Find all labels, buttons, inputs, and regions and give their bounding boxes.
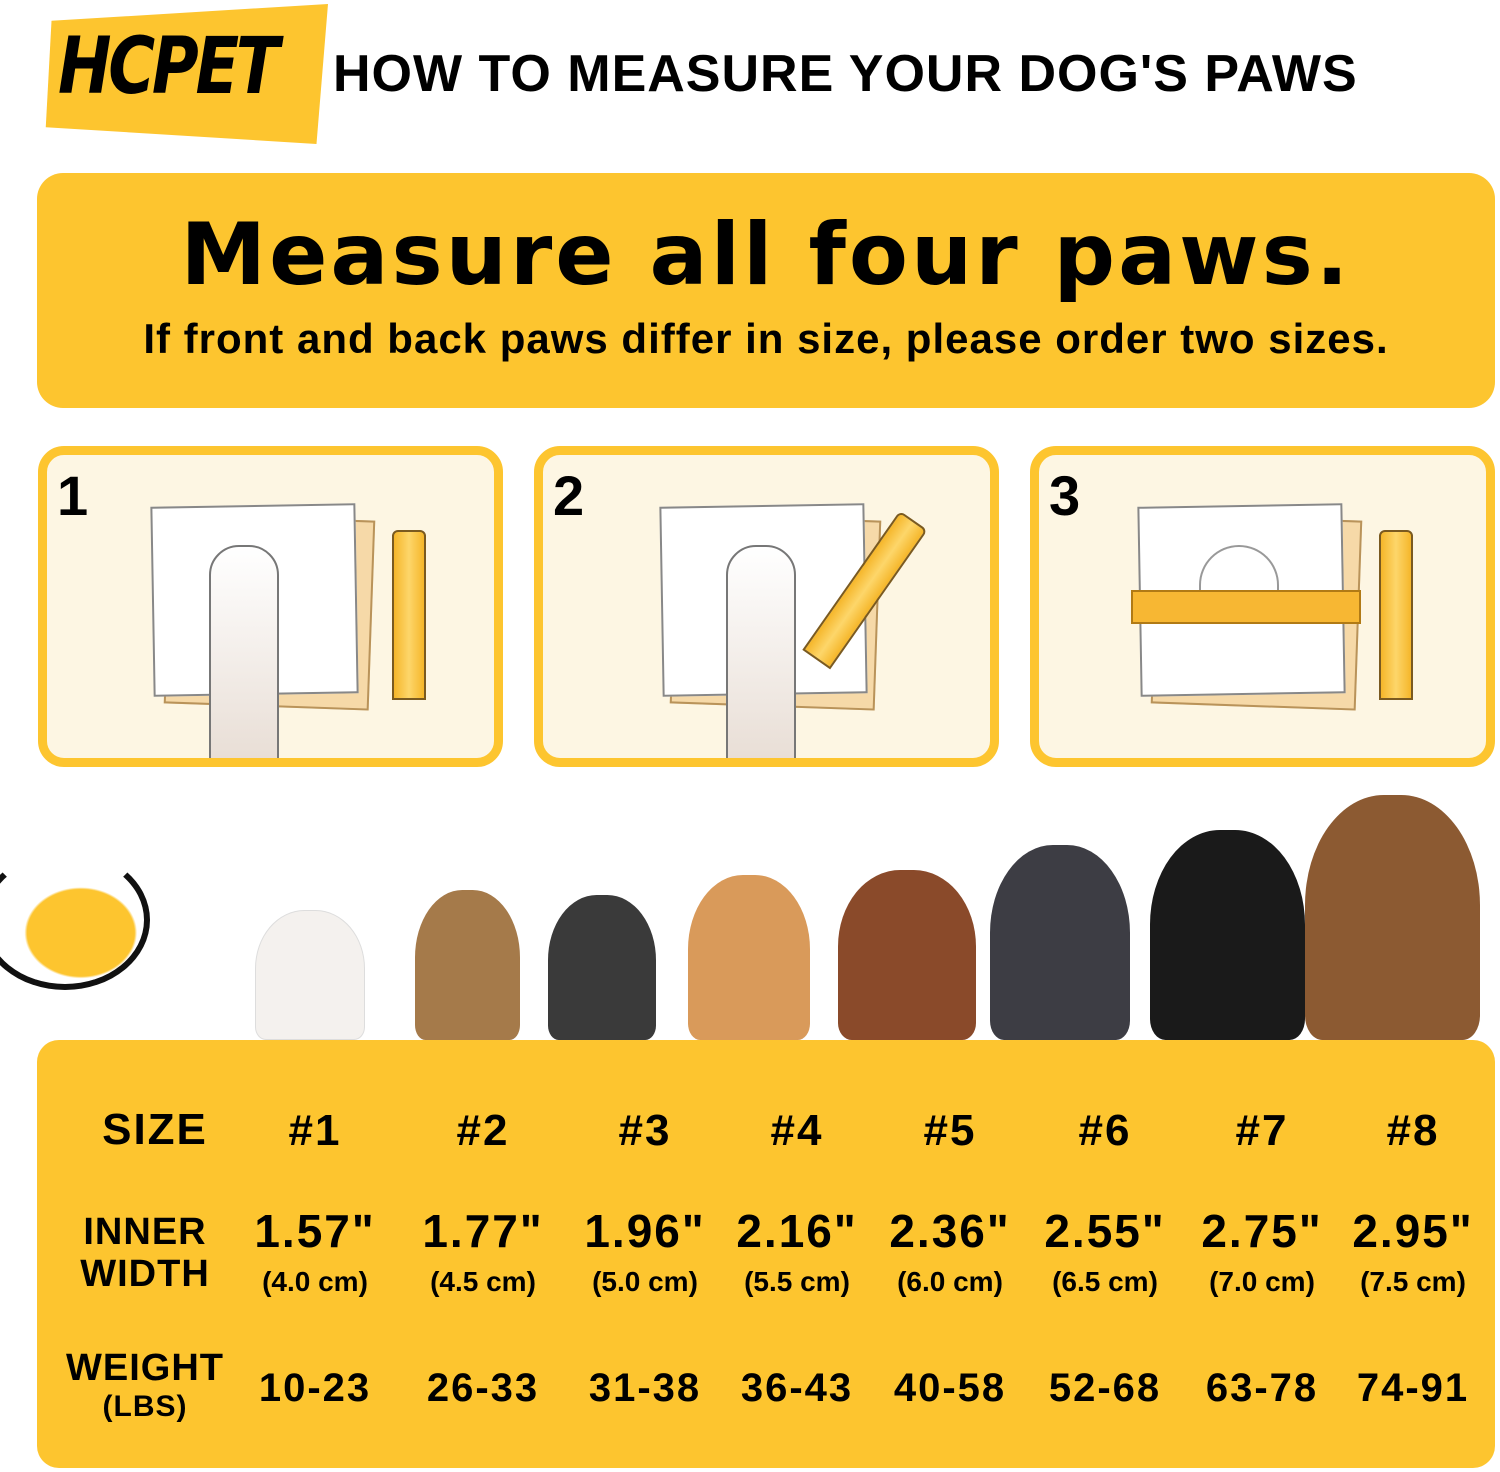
- weight-unit: (LBS): [102, 1389, 188, 1423]
- size-value: #6: [1078, 1106, 1132, 1155]
- width-cm: (4.5 cm): [430, 1266, 536, 1297]
- width-inches: 1.96": [584, 1205, 706, 1257]
- weight-range: 10-23: [258, 1366, 372, 1410]
- width-inches: 2.36": [889, 1205, 1011, 1257]
- dog-yorkie-image: [415, 890, 520, 1040]
- dog-husky-image: [990, 845, 1130, 1040]
- dog-schnauzer-image: [548, 895, 656, 1040]
- page-title: HOW TO MEASURE YOUR DOG'S PAWS: [333, 45, 1358, 103]
- step-number: 3: [1049, 464, 1081, 527]
- width-inches: 2.95": [1352, 1205, 1474, 1257]
- width-cm: (5.0 cm): [592, 1266, 698, 1297]
- dog-paw-icon: [209, 545, 279, 758]
- width-label: WIDTH: [80, 1252, 210, 1295]
- size-value: #2: [456, 1106, 510, 1155]
- step-panel-3: 3: [1030, 446, 1495, 767]
- weight-range: 74-91: [1356, 1366, 1470, 1410]
- pencil-icon: [1379, 530, 1413, 700]
- width-inches: 1.57": [254, 1205, 376, 1257]
- weight-label: WEIGHT (LBS): [66, 1347, 224, 1423]
- instruction-banner: Measure all four paws. If front and back…: [37, 173, 1495, 408]
- weight-label-text: WEIGHT: [66, 1347, 224, 1389]
- size-label: SIZE: [102, 1105, 208, 1154]
- dog-rottweiler-image: [1150, 830, 1305, 1040]
- logo: HCPET: [58, 22, 280, 112]
- width-cm: (5.5 cm): [744, 1266, 850, 1297]
- size-chart: SIZE INNER WIDTH WEIGHT (LBS) #1 1.57" (4.0 …: [37, 1040, 1495, 1468]
- size-value: #1: [288, 1106, 342, 1155]
- width-inches: 2.55": [1044, 1205, 1166, 1257]
- inner-label: INNER: [83, 1211, 207, 1253]
- weight-range: 31-38: [588, 1366, 702, 1410]
- width-cm: (7.5 cm): [1360, 1266, 1466, 1297]
- size-value: #8: [1386, 1106, 1440, 1155]
- headline: Measure all four paws.: [180, 205, 1352, 305]
- logo-badge: [45, 4, 328, 144]
- width-cm: (7.0 cm): [1209, 1266, 1315, 1297]
- weight-range: 36-43: [740, 1366, 854, 1410]
- pencil-icon: [392, 530, 426, 700]
- step-panel-1: 1: [38, 446, 503, 767]
- width-inches: 2.16": [736, 1205, 858, 1257]
- dog-shepherd-image: [838, 870, 976, 1040]
- step-number: 1: [57, 464, 89, 527]
- weight-range: 26-33: [426, 1366, 540, 1410]
- dog-shiba-image: [688, 875, 810, 1040]
- inner-width-label: INNER WIDTH: [80, 1211, 210, 1296]
- weight-range: 63-78: [1205, 1366, 1319, 1410]
- subline: If front and back paws differ in size, p…: [143, 315, 1389, 362]
- dog-paw-icon: [726, 545, 796, 758]
- width-cm: (4.0 cm): [262, 1266, 368, 1297]
- dog-saint-bernard-image: [1305, 795, 1480, 1040]
- size-value: #7: [1235, 1106, 1289, 1155]
- dog-bichon-image: [255, 910, 365, 1040]
- step-number: 2: [553, 464, 585, 527]
- ruler-icon: [1131, 590, 1361, 624]
- weight-range: 52-68: [1048, 1366, 1162, 1410]
- weight-range: 40-58: [893, 1366, 1007, 1410]
- width-cm: (6.5 cm): [1052, 1266, 1158, 1297]
- size-value: #5: [923, 1106, 977, 1155]
- width-inches: 1.77": [422, 1205, 544, 1257]
- width-cm: (6.0 cm): [897, 1266, 1003, 1297]
- swoosh-decoration-icon: [0, 850, 150, 990]
- step-panel-2: 2: [534, 446, 999, 767]
- width-inches: 2.75": [1201, 1205, 1323, 1257]
- size-value: #4: [770, 1106, 824, 1155]
- size-value: #3: [618, 1106, 672, 1155]
